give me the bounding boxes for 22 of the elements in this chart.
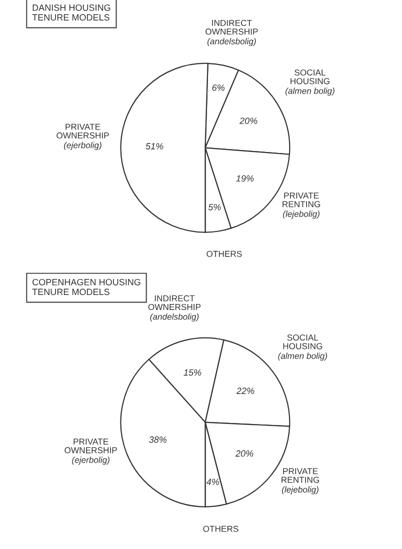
slice-label: INDIRECT OWNERSHIP (andelsbolig) [148, 295, 201, 322]
data-label: 15% [184, 369, 202, 376]
data-label: 38% [149, 436, 167, 443]
data-label: 6% [212, 84, 224, 91]
slice-label: PRIVATE OWNERSHIP (ejerbolig) [64, 438, 117, 465]
data-label: 5% [208, 204, 221, 210]
slice-label: PRIVATE RENTING (lejebolig) [282, 468, 320, 494]
slice-label: INDIRECT OWNERSHIP (andelsbolig) [206, 20, 258, 46]
data-label: 19% [236, 175, 254, 182]
data-label: 20% [239, 118, 258, 124]
slice-label: SOCIAL HOUSING (almen bolig) [286, 69, 334, 96]
slice-label: PRIVATE OWNERSHIP (ejerbolig) [56, 124, 109, 150]
chart-title: COPENHAGEN HOUSING TENURE MODELS [32, 278, 140, 296]
slice-label: PRIVATE RENTING (lejebolig) [282, 192, 320, 219]
data-label: 4% [206, 478, 220, 486]
data-label: 51% [146, 143, 164, 150]
data-label: 20% [235, 450, 254, 457]
slice-label: SOCIAL HOUSING (almen bolig) [278, 334, 328, 361]
data-label: 22% [236, 388, 254, 394]
slice-label: OTHERS [206, 250, 242, 257]
slice-label: OTHERS [203, 526, 238, 532]
chart-title: DANISH HOUSING TENURE MODELS [32, 4, 110, 21]
